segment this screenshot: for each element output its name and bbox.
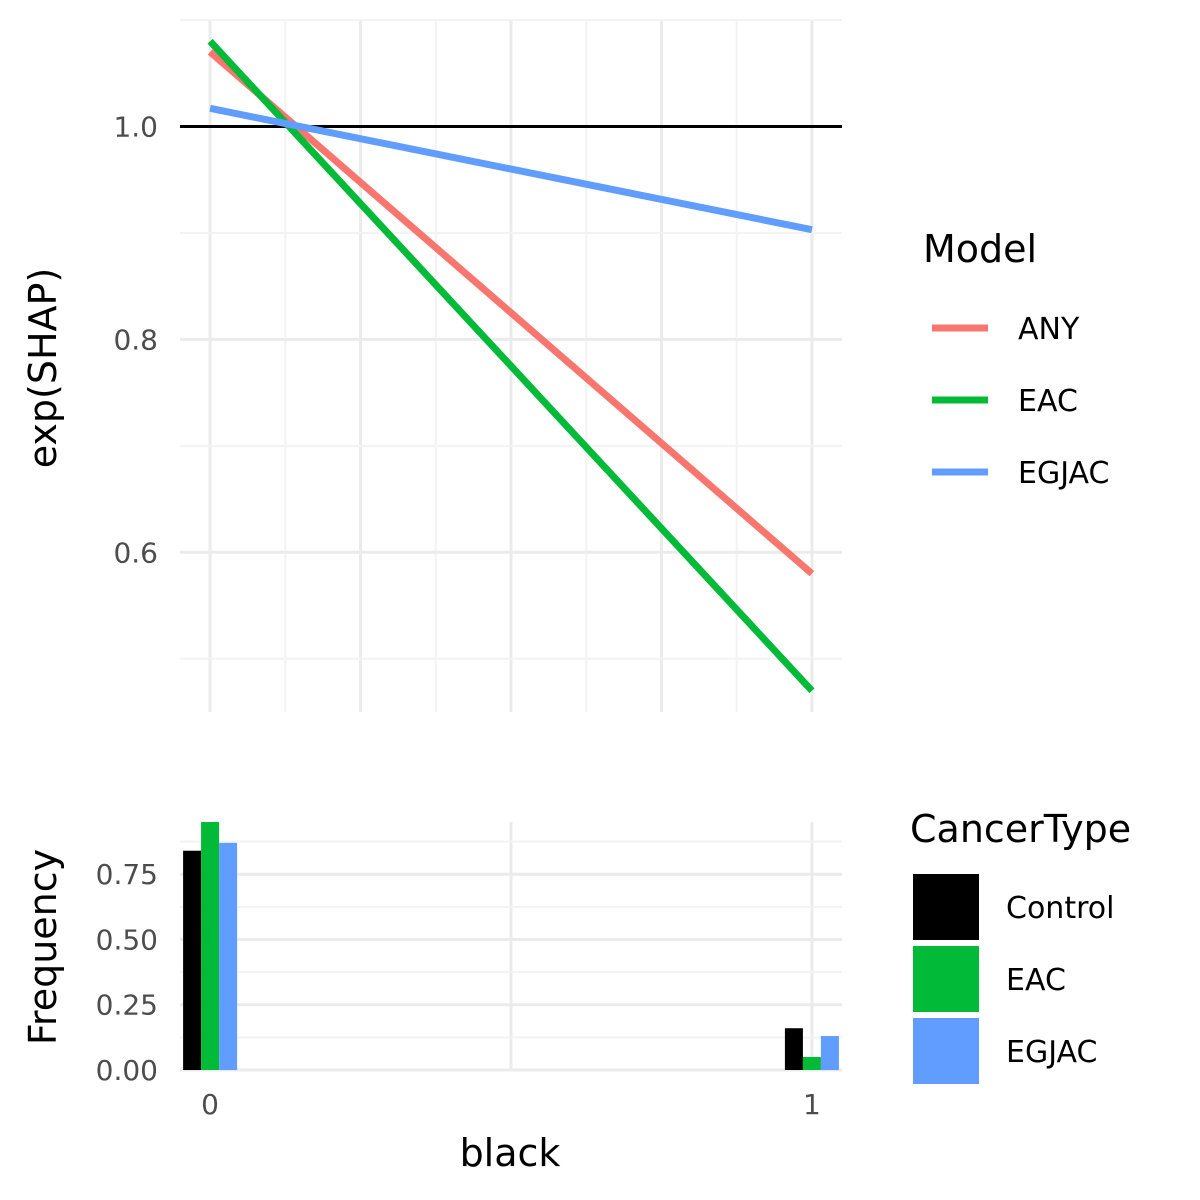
legend-swatch-egjac [913,1018,979,1084]
series-line-any [207,49,815,577]
legend-swatch-control [913,874,979,940]
line-y-tick-label: 1.0 [113,110,158,143]
bar-control-0 [183,850,202,1070]
legend-label-eac: EAC [1018,384,1078,419]
series-line-eac [207,38,815,694]
bar-y-tick-label: 0.50 [96,923,158,956]
legend-label-egjac: EGJAC [1018,456,1109,491]
legend-label-any: ANY [1018,312,1080,347]
line-y-tick-label: 0.6 [113,536,158,569]
line-series-group [207,38,815,694]
bar-egjac-0 [219,842,238,1070]
model-legend-items: ANY EAC EGJAC [932,312,1109,491]
bar-y-tick-labels: 0.00 0.25 0.50 0.75 [96,858,158,1087]
bar-group [183,822,839,1070]
bar-panel-grid [180,822,842,1072]
model-legend-title: Model [923,227,1037,271]
legend-label-control: Control [1006,891,1114,926]
bar-control-1 [784,1028,803,1070]
cancertype-legend: CancerType Control EAC EGJAC [910,807,1131,1084]
cancertype-legend-items: Control EAC EGJAC [913,874,1114,1084]
cancertype-legend-title: CancerType [910,807,1131,851]
x-axis-title-black: black [460,1131,561,1175]
bar-y-tick-label: 0.00 [96,1054,158,1087]
bar-x-tick-label: 1 [803,1088,821,1121]
line-y-tick-labels: 0.6 0.8 1.0 [113,110,158,569]
model-legend: Model ANY EAC EGJAC [923,227,1109,491]
bar-eac-0 [201,822,220,1070]
shap-line-panel: 0.6 0.8 1.0 exp(SHAP) [21,19,842,712]
bar-y-tick-label: 0.25 [96,989,158,1022]
bar-y-tick-label: 0.75 [96,858,158,891]
bar-egjac-1 [820,1036,839,1070]
y-axis-title-frequency: Frequency [21,849,65,1045]
bar-x-tick-label: 0 [201,1088,219,1121]
legend-label-egjac: EGJAC [1006,1035,1097,1070]
y-axis-title-exp-shap: exp(SHAP) [21,268,65,469]
legend-swatch-eac [913,946,979,1012]
line-y-tick-label: 0.8 [113,323,158,356]
series-line-egjac [209,104,813,234]
legend-label-eac: EAC [1006,963,1066,998]
bar-eac-1 [802,1056,821,1070]
